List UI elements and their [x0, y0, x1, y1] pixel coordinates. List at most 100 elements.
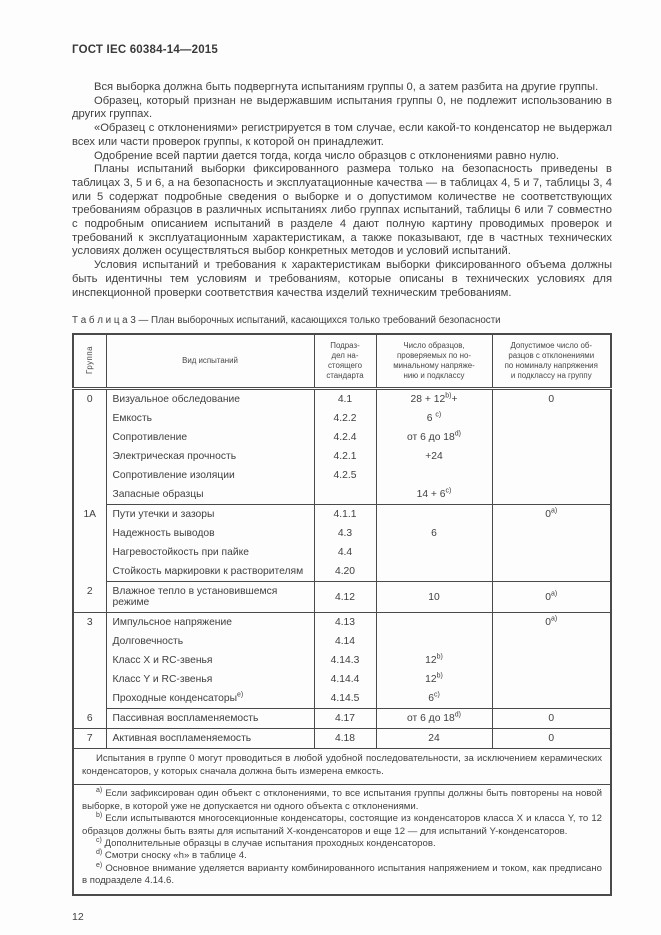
superscript-note-ref: e) — [237, 691, 244, 699]
cell-allowed — [491, 632, 612, 652]
footnote-marker: a) — [96, 787, 103, 795]
cell-group: 0 — [72, 388, 107, 505]
superscript-note-ref: a) — [551, 507, 558, 515]
cell-test: Активная воспламеняемость — [105, 728, 315, 750]
table-row: Сопротивление изоляции 4.2.5 — [73, 466, 612, 486]
table-row: 1A Пути утечки и зазоры 4.1.1 0a) — [72, 504, 612, 582]
superscript-note-ref: c) — [433, 691, 440, 699]
table-row: 3 Импульсное напряжение 4.13 0a) — [72, 612, 612, 709]
cell-clause: 4.2.2 — [313, 409, 377, 429]
column-header-test-type: Вид испытаний — [105, 334, 315, 391]
cell-allowed — [491, 524, 612, 544]
cell-count — [375, 632, 493, 652]
cell-clause: 4.1 — [313, 388, 377, 410]
cell-count: 6c) — [375, 689, 493, 710]
paragraph: Планы испытаний выборки фиксированного р… — [72, 163, 612, 258]
superscript-note-ref: a) — [551, 590, 558, 598]
table-caption: Т а б л и ц а 3 — План выборочных испыта… — [72, 315, 501, 327]
table-note-row: Испытания в группе 0 могут проводиться в… — [73, 748, 611, 786]
cell-allowed: 0 — [491, 708, 612, 730]
paragraph: «Образец с отклонениями» регистрируется … — [72, 122, 612, 148]
cell-count — [375, 543, 493, 563]
cell-group: 3 — [72, 612, 107, 709]
cell-clause: 4.14.5 — [313, 689, 377, 710]
footnote-marker: b) — [96, 812, 103, 820]
cell-count: 10 — [375, 581, 493, 614]
cell-allowed — [491, 689, 612, 710]
table-row: Запасные образцы 14 + 6c) — [73, 485, 612, 506]
table-note-cell: Испытания в группе 0 могут проводиться в… — [73, 748, 611, 786]
cell-test: Сопротивление изоляции — [105, 466, 315, 486]
cell-allowed: 0a) — [491, 504, 612, 525]
cell-clause: 4.14 — [313, 632, 377, 652]
cell-allowed — [491, 651, 612, 671]
table-row: 0 Визуальное обследование 4.1 28 + 12b)+ 0 — [72, 388, 612, 505]
paragraph: Образец, который признан не выдержавшим … — [72, 94, 612, 121]
cell-test: Электрическая прочность — [105, 447, 315, 467]
cell-group: 6 — [72, 708, 107, 730]
cell-count: 6 — [375, 524, 493, 544]
cell-count: 24 — [375, 728, 493, 750]
cell-count: от 6 до 18d) — [375, 708, 493, 730]
cell-clause: 4.3 — [313, 524, 377, 544]
cell-allowed: 0a) — [491, 612, 612, 633]
cell-clause: 4.2.4 — [313, 428, 377, 448]
superscript-note-ref: c) — [445, 487, 452, 495]
cell-clause: 4.4 — [313, 543, 377, 563]
cell-test: Пассивная воспламеняемость — [105, 708, 315, 730]
table-row: 6 Пассивная воспламеняемость 4.17 от 6 до 1… — [72, 708, 612, 730]
paragraph: Одобрение всей партии дается тогда, когд… — [94, 149, 559, 162]
table-row: Нагревостойкость при пайке 4.4 — [73, 543, 612, 563]
cell-count — [375, 504, 493, 525]
column-header-sample-count: Число образцов, проверяемых по но- минал… — [375, 334, 493, 391]
paragraph: Условия испытаний и требования к характе… — [72, 259, 612, 299]
body-paragraphs: Вся выборка должна быть подвергнута испы… — [72, 81, 612, 300]
footnote-marker: d) — [96, 849, 103, 857]
cell-test: Нагревостойкость при пайке — [105, 543, 315, 563]
footnote: d) Смотри сноску «h» в таблице 4. — [96, 849, 247, 862]
cell-count: 6 c) — [375, 409, 493, 429]
cell-clause: 4.1.1 — [313, 504, 377, 525]
table-row: Электрическая прочность 4.2.1 +24 — [73, 447, 612, 467]
table-footer-sections: Испытания в группе 0 могут проводиться в… — [73, 748, 611, 895]
cell-count: 14 + 6c) — [375, 485, 493, 506]
footnote-marker: c) — [96, 836, 102, 844]
cell-clause: 4.2.1 — [313, 447, 377, 467]
footnote: c) Дополнительные образцы в случае испыт… — [96, 836, 436, 850]
sampling-plan-table: Группа Вид испытаний Подраз- дел на- сто… — [72, 333, 612, 896]
cell-count — [375, 612, 493, 633]
table-header: Группа Вид испытаний Подраз- дел на- сто… — [72, 334, 612, 391]
cell-test: Проходные конденсаторыe) — [105, 689, 315, 710]
superscript-note-ref: c) — [435, 411, 442, 419]
footnote: a) Если зафиксирован один объект с откло… — [82, 787, 602, 812]
cell-clause: 4.12 — [313, 581, 377, 614]
table-row: Долговечность 4.14 — [73, 632, 612, 652]
cell-test: Пути утечки и зазоры — [105, 504, 315, 525]
cell-count: +24 — [375, 447, 493, 467]
superscript-note-ref: a) — [551, 615, 558, 623]
cell-test: Влажное тепло в установившемся режиме — [105, 581, 315, 614]
cell-test: Импульсное напряжение — [105, 612, 315, 633]
superscript-note-ref: d) — [454, 430, 461, 438]
cell-clause: 4.14.3 — [313, 651, 377, 671]
footnotes: a) Если зафиксирован один объект с откло… — [73, 785, 611, 895]
cell-allowed — [491, 485, 612, 506]
cell-test: Стойкость маркировки к растворителям — [105, 562, 315, 583]
cell-allowed — [491, 428, 612, 448]
table-row: Проходные конденсаторыe) 4.14.5 6c) — [73, 689, 612, 710]
table-row: Класс Y и RC-звенья 4.14.4 12b) — [73, 670, 612, 690]
cell-allowed — [491, 466, 612, 486]
column-header-group: Группа — [72, 334, 107, 391]
cell-test: Визуальное обследование — [105, 388, 315, 410]
cell-test: Сопротивление — [105, 428, 315, 448]
table-row: 2 Влажное тепло в установившемся режиме 4.… — [72, 581, 612, 614]
superscript-note-ref: b) — [436, 653, 443, 661]
cell-test: Емкость — [105, 409, 315, 429]
cell-group: 7 — [72, 728, 107, 750]
page-title: ГОСТ IEC 60384-14—2015 — [72, 44, 218, 56]
superscript-note-ref: b) — [445, 392, 452, 400]
cell-count: 12b) — [375, 670, 493, 690]
cell-count — [375, 562, 493, 583]
cell-count: 12b) — [375, 651, 493, 671]
table-header-row: Группа Вид испытаний Подраз- дел на- сто… — [72, 334, 612, 391]
